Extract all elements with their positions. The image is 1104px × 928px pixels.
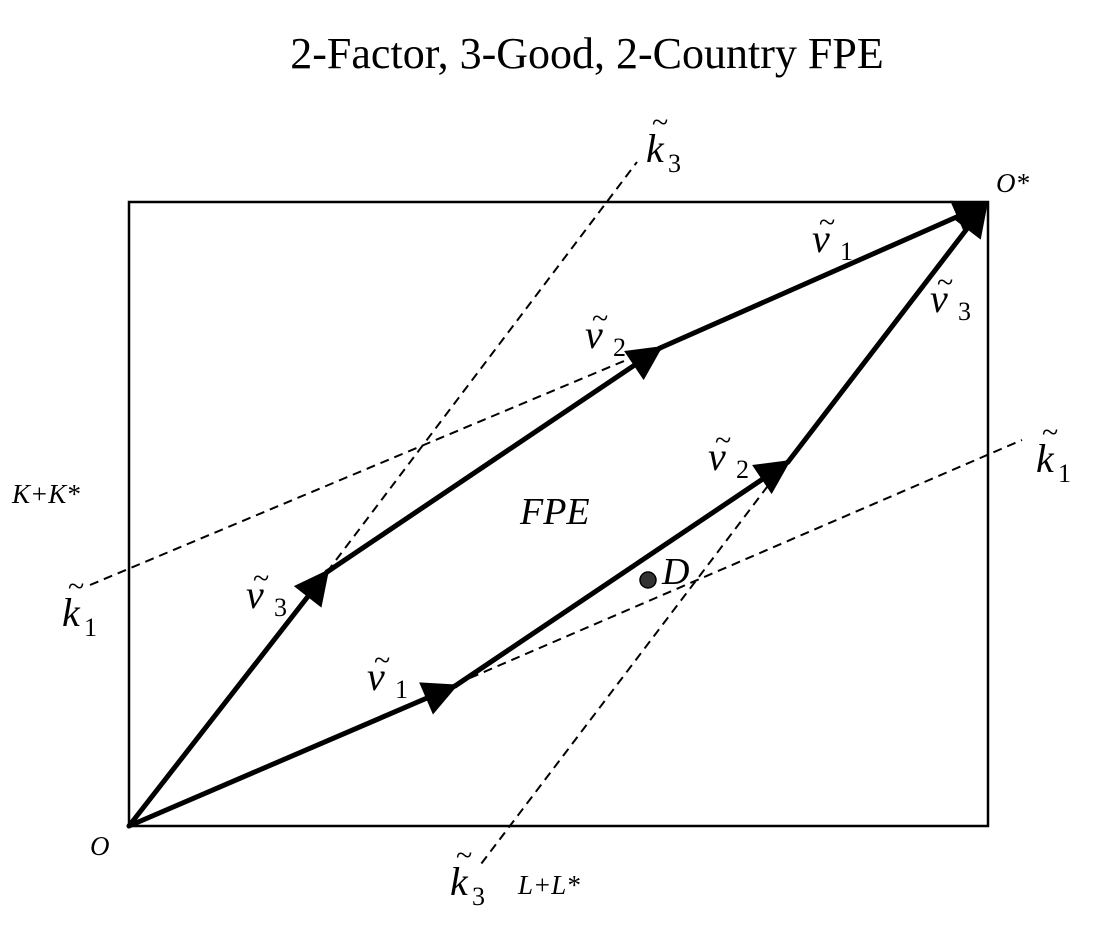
vector-symbol: v [246, 572, 264, 617]
vector-v2-upper-path [324, 345, 663, 575]
ray-symbol: k [1036, 436, 1055, 481]
diagram-title: 2-Factor, 3-Good, 2-Country FPE [290, 29, 883, 78]
label-v2-lower: ~ v 2 [708, 424, 749, 484]
vector-subscript: 3 [274, 593, 287, 622]
ray-subscript: 3 [472, 882, 485, 911]
origin-home-label: O [90, 831, 110, 861]
endowment-box [127, 200, 990, 828]
tilde-mark: ~ [456, 839, 472, 872]
vector-v1-lower-path [126, 682, 459, 829]
ray-symbol: k [450, 859, 469, 904]
label-v1-upper: ~ v 1 [812, 206, 853, 266]
ray-symbol: k [646, 126, 665, 171]
tilde-mark: ~ [937, 266, 953, 299]
vector-v1-upper-path [657, 200, 990, 351]
endowment-point [639, 571, 657, 589]
vector-subscript: 3 [958, 297, 971, 326]
tilde-mark: ~ [68, 570, 84, 603]
vector-v3-lower-path [785, 201, 989, 465]
tilde-mark: ~ [592, 302, 608, 335]
vector-symbol: v [812, 216, 830, 261]
vector-symbol: v [585, 312, 603, 357]
capital-endowment-label: K+K* [11, 479, 80, 509]
tilde-mark: ~ [819, 206, 835, 239]
vector-subscript: 2 [736, 455, 749, 484]
tilde-mark: ~ [652, 106, 668, 139]
vector-symbol: v [930, 276, 948, 321]
ray-subscript: 3 [668, 149, 681, 178]
label-v3-lower: ~ v 3 [930, 266, 971, 326]
tilde-mark: ~ [253, 562, 269, 595]
label-k3-bottom: ~ k 3 [450, 839, 485, 911]
ray-subscript: 1 [1058, 459, 1071, 488]
label-v1-lower: ~ v 1 [367, 644, 408, 704]
label-k3-top: ~ k 3 [646, 106, 681, 178]
label-k1-right: ~ k 1 [1036, 416, 1071, 488]
vector-symbol: v [367, 654, 385, 699]
label-v2-upper: ~ v 2 [585, 302, 626, 362]
vector-v3-upper-path [126, 569, 330, 829]
ray-symbol: k [62, 590, 81, 635]
label-v3-upper: ~ v 3 [246, 562, 287, 622]
endowment-point-label: D [661, 551, 689, 593]
ray-k1-lower [469, 439, 1023, 679]
ray-k1-upper [89, 347, 656, 586]
tilde-mark: ~ [715, 424, 731, 457]
labor-endowment-label: L+L* [517, 870, 580, 900]
ray-k3-left [326, 161, 638, 573]
vector-v2-lower-path [452, 459, 791, 689]
vector-subscript: 1 [840, 237, 853, 266]
tilde-mark: ~ [374, 644, 390, 677]
tilde-mark: ~ [1042, 416, 1058, 449]
label-k1-left: ~ k 1 [62, 570, 97, 642]
ray-k3-right [477, 461, 787, 869]
fpe-region-label: FPE [519, 491, 590, 533]
vector-symbol: v [708, 434, 726, 479]
vector-subscript: 1 [395, 675, 408, 704]
ray-subscript: 1 [84, 613, 97, 642]
vector-subscript: 2 [613, 333, 626, 362]
origin-foreign-label: O* [996, 168, 1029, 198]
